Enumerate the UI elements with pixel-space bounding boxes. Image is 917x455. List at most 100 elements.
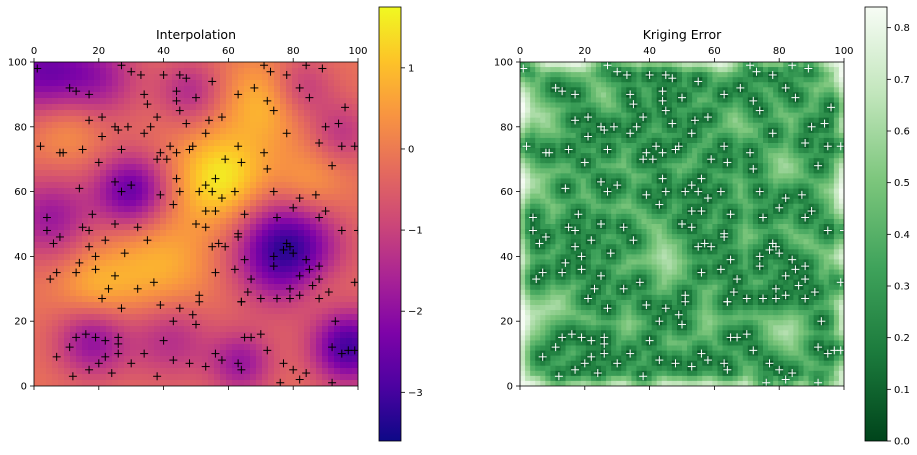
interpolation-x-tick-label: 100 [348, 46, 367, 57]
interpolation-x-tick-label: 80 [287, 46, 300, 57]
kriging-point-marker [571, 242, 580, 251]
kriging-x-tick-label: 20 [578, 46, 591, 57]
kriging-point-marker [597, 271, 605, 280]
kriging-point-marker [687, 181, 696, 190]
interpolation-point-marker [331, 317, 340, 326]
kriging-point-marker [801, 294, 810, 303]
interpolation-colorbar-tick-label: −3 [408, 388, 423, 399]
kriging-point-marker [762, 378, 771, 386]
kriging-point-marker [668, 74, 677, 83]
interpolation-point-marker [295, 375, 304, 384]
kriging-point-marker [697, 174, 706, 183]
kriging-point-marker [626, 90, 635, 99]
kriging-point-marker [742, 294, 751, 303]
kriging-point-marker [622, 70, 631, 79]
interpolation-point-marker [111, 271, 119, 280]
kriging-point-marker [626, 349, 635, 358]
kriging-point-marker [775, 249, 784, 258]
interpolation-point-marker [169, 317, 178, 326]
kriging-point-marker [678, 320, 686, 329]
interpolation-point-marker [282, 70, 291, 79]
interpolation-point-marker [289, 249, 298, 258]
kriging-point-marker [580, 359, 589, 368]
interpolation-point-marker [114, 349, 123, 358]
kriging-point-marker [823, 226, 832, 235]
interpolation-point-marker [94, 359, 103, 368]
kriging-point-marker [755, 106, 764, 115]
interpolation-point-marker [98, 294, 107, 303]
kriging-error-heatmap [520, 62, 844, 386]
interpolation-point-marker [195, 187, 204, 196]
interpolation-point-marker [185, 359, 194, 368]
interpolation-point-marker [85, 242, 94, 251]
interpolation-point-marker [321, 207, 330, 216]
interpolation-point-marker [240, 255, 249, 264]
interpolation-point-marker [282, 129, 291, 138]
interpolation-point-marker [111, 220, 119, 228]
kriging-point-marker [807, 122, 816, 131]
interpolation-point-marker [221, 155, 230, 164]
kriging-point-marker [567, 330, 576, 339]
kriging-point-marker [528, 226, 537, 235]
interpolation-point-marker [337, 142, 346, 151]
kriging-point-marker [538, 268, 547, 277]
kriging-point-marker [551, 343, 560, 352]
kriging-point-marker [836, 278, 844, 287]
kriging-point-marker [823, 349, 832, 358]
kriging-point-marker [733, 333, 742, 342]
kriging-point-marker [791, 93, 800, 102]
interpolation-point-marker [260, 62, 269, 70]
kriging-point-marker [564, 223, 573, 232]
kriging-point-marker [794, 281, 803, 290]
kriging-point-marker [687, 362, 696, 371]
interpolation-point-marker [88, 210, 97, 219]
interpolation-x-tick-label: 40 [157, 46, 170, 57]
kriging-point-marker [658, 174, 667, 183]
kriging-point-marker [574, 210, 583, 219]
kriging-point-marker [771, 242, 780, 251]
interpolation-point-marker [81, 330, 90, 339]
interpolation-point-marker [247, 275, 256, 284]
kriging-x-tick-label: 80 [773, 46, 786, 57]
interpolation-point-marker [65, 83, 74, 92]
interpolation-y-tick-label: 0 [21, 382, 27, 393]
interpolation-point-marker [295, 271, 304, 280]
kriging-point-marker [700, 239, 709, 248]
kriging-point-marker [759, 294, 767, 303]
interpolation-point-marker [192, 320, 200, 329]
interpolation-point-marker [159, 70, 168, 79]
kriging-point-marker [814, 161, 823, 170]
interpolation-point-marker [188, 310, 197, 319]
kriging-point-marker [551, 83, 560, 92]
interpolation-point-marker [91, 252, 100, 261]
interpolation-point-marker [289, 365, 298, 374]
interpolation-point-marker [279, 245, 288, 254]
interpolation-point-marker [91, 265, 100, 274]
interpolation-point-marker [175, 304, 184, 313]
interpolation-point-marker [285, 242, 294, 251]
kriging-point-marker [726, 255, 735, 264]
interpolation-point-marker [234, 142, 243, 151]
kriging-point-marker [571, 226, 580, 235]
interpolation-point-marker [85, 90, 94, 99]
kriging-point-marker [597, 177, 605, 186]
interpolation-point-marker [78, 145, 87, 154]
kriging-colorbar-tick-label: 0.6 [894, 127, 910, 138]
kriging-point-marker [580, 158, 589, 167]
interpolation-point-marker [273, 294, 281, 303]
kriging-point-marker [577, 265, 586, 274]
interpolation-point-marker [107, 369, 116, 378]
kriging-point-marker [564, 145, 573, 154]
interpolation-point-marker [350, 142, 358, 151]
kriging-point-marker [697, 268, 706, 277]
kriging-point-marker [723, 365, 732, 374]
kriging-point-marker [723, 158, 732, 167]
interpolation-point-marker [341, 103, 350, 112]
interpolation-point-marker [318, 64, 327, 73]
kriging-point-marker [635, 278, 644, 287]
interpolation-point-marker [305, 93, 314, 102]
interpolation-point-marker [123, 122, 132, 131]
interpolation-point-marker [85, 226, 94, 235]
kriging-point-marker [723, 297, 732, 306]
